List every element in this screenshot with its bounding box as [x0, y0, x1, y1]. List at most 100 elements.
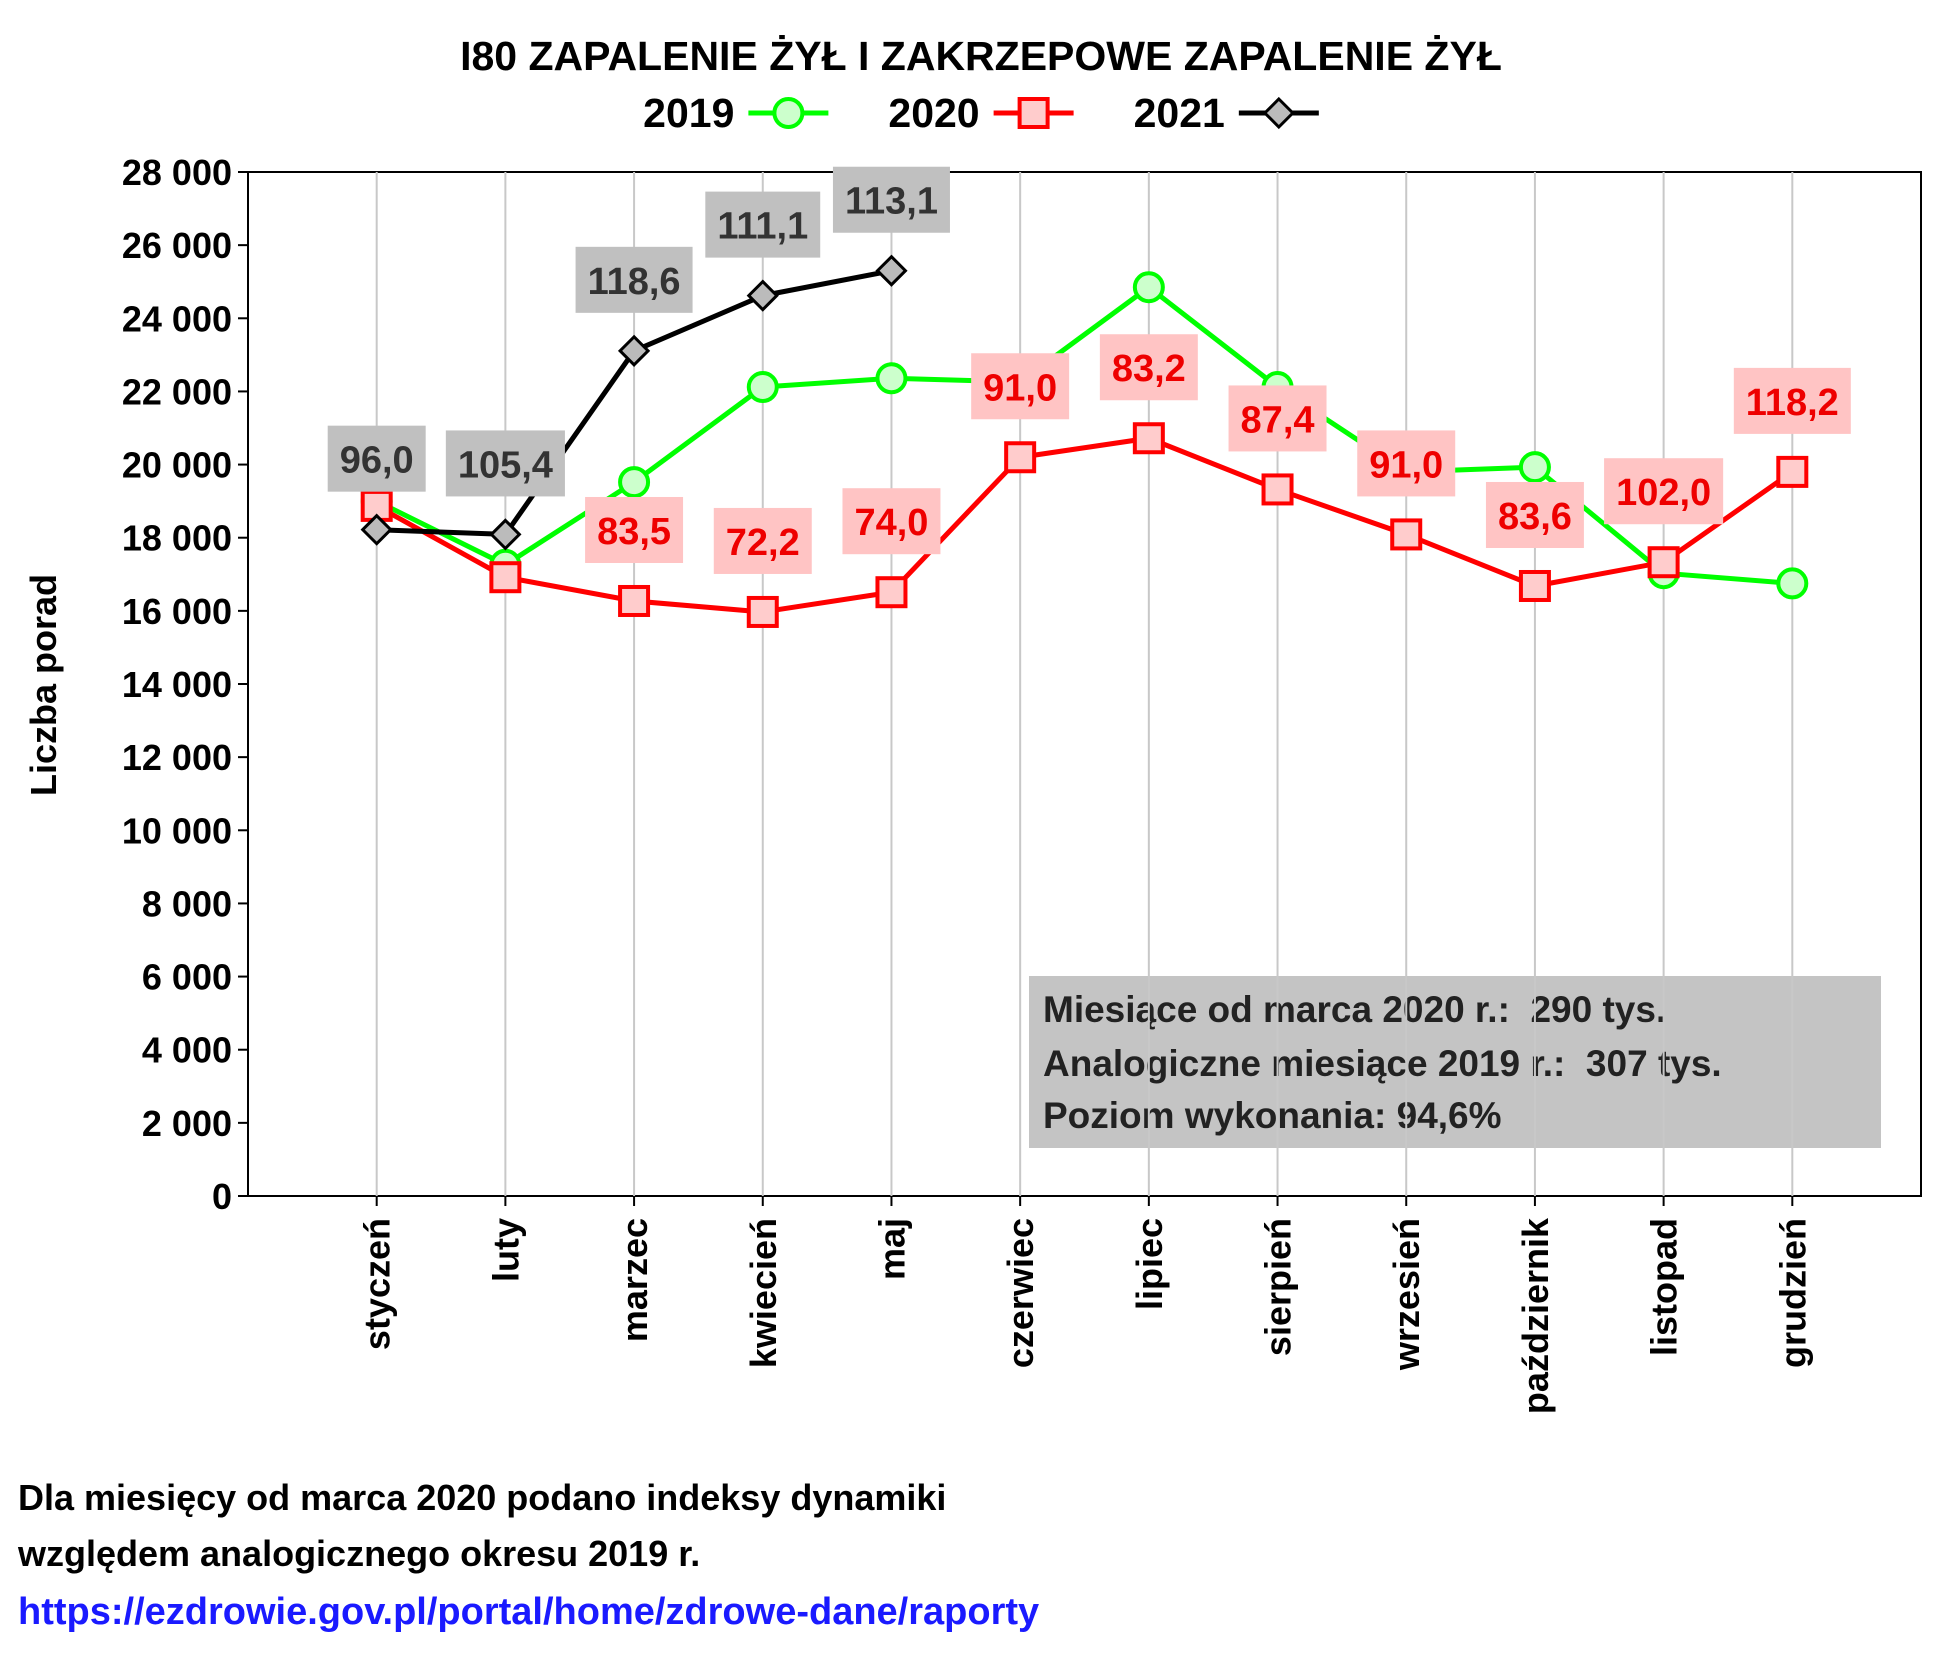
marker [618, 584, 651, 617]
x-tick-label: luty [485, 1218, 526, 1282]
marker [1390, 518, 1423, 551]
index-label-text: 118,6 [588, 261, 681, 303]
marker [1262, 96, 1295, 130]
marker [1647, 546, 1680, 579]
marker [360, 513, 393, 546]
index-label-box [327, 425, 426, 492]
y-tick-label: 18 000 [122, 518, 232, 559]
index-label-box [1604, 458, 1724, 525]
index-label-text: 72,2 [726, 522, 800, 564]
y-tick-label: 16 000 [122, 591, 232, 632]
x-tick-label: listopad [1644, 1218, 1685, 1356]
index-label: 102,0 [1604, 458, 1724, 525]
x-tick-label: marzec [614, 1218, 655, 1342]
summary-box [1029, 976, 1881, 1148]
index-label: 105,4 [445, 430, 565, 497]
index-label: 83,5 [585, 496, 684, 563]
index-label-box [1733, 367, 1851, 434]
chart-title: I80 ZAPALENIE ŻYŁ I ZAKRZEPOWE ZAPALENIE… [460, 33, 1502, 79]
index-label-box [575, 246, 693, 313]
marker [1518, 451, 1551, 484]
y-tick-label: 8 000 [142, 883, 232, 924]
marker [1132, 271, 1165, 304]
index-label-text: 113,1 [845, 181, 938, 223]
index-label-box [842, 488, 941, 555]
index-label: 113,1 [832, 166, 950, 233]
marker [1261, 473, 1294, 506]
summary-line: Miesiące od marca 2020 r.: 290 tys. [1043, 989, 1666, 1030]
footnote: względem analogicznego okresu 2019 r. [17, 1533, 700, 1574]
marker [875, 576, 908, 609]
legend-label: 2020 [888, 90, 979, 136]
y-tick-label: 6 000 [142, 957, 232, 998]
source-link[interactable]: https://ezdrowie.gov.pl/portal/home/zdro… [18, 1591, 1039, 1633]
x-tick-label: czerwiec [1000, 1218, 1041, 1368]
index-label: 118,6 [575, 246, 693, 313]
summary-line: Analogiczne miesiące 2019 r.: 307 tys. [1043, 1043, 1722, 1084]
marker [618, 466, 651, 499]
footnote: Dla miesięcy od marca 2020 podano indeks… [18, 1477, 946, 1518]
marker [772, 97, 805, 129]
index-label-box [1485, 481, 1584, 548]
index-label-text: 83,5 [597, 511, 671, 553]
x-tick-label: kwiecień [743, 1218, 784, 1368]
index-label: 83,6 [1485, 481, 1584, 548]
index-label-box [971, 353, 1070, 420]
marker [746, 371, 779, 404]
marker [746, 595, 779, 628]
y-tick-label: 2 000 [142, 1103, 232, 1144]
index-label: 96,0 [327, 425, 426, 492]
index-label-box [713, 507, 812, 574]
y-tick-label: 20 000 [122, 445, 232, 486]
x-tick-label: sierpień [1258, 1218, 1299, 1356]
marker [617, 334, 651, 367]
index-label: 91,0 [1357, 430, 1456, 497]
marker [746, 279, 779, 312]
summary-line: Poziom wykonania: 94,6% [1043, 1095, 1502, 1136]
x-tick-label: październik [1515, 1217, 1556, 1414]
marker [1017, 97, 1050, 129]
index-label: 74,0 [842, 488, 941, 555]
y-tick-label: 24 000 [122, 298, 232, 339]
x-tick-label: wrzesień [1386, 1218, 1427, 1371]
x-tick-label: grudzień [1772, 1218, 1813, 1368]
index-label-text: 87,4 [1241, 399, 1315, 441]
index-label-box [1099, 334, 1198, 401]
index-label-text: 83,2 [1112, 348, 1186, 390]
index-label: 91,0 [971, 353, 1070, 420]
index-label-box [585, 496, 684, 563]
index-label-box [1357, 430, 1456, 497]
x-tick-label: lipiec [1129, 1218, 1170, 1310]
y-tick-label: 14 000 [122, 664, 232, 705]
marker [875, 254, 908, 287]
marker [1518, 569, 1551, 602]
index-label-text: 83,6 [1498, 496, 1572, 538]
marker [489, 518, 522, 551]
marker [1776, 567, 1809, 600]
index-label-text: 118,2 [1746, 382, 1839, 424]
index-label: 118,2 [1733, 367, 1851, 434]
y-tick-label: 22 000 [122, 371, 232, 412]
index-label-text: 74,0 [854, 502, 928, 544]
index-label: 83,2 [1099, 334, 1198, 401]
index-label: 111,1 [705, 191, 821, 258]
index-label-text: 91,0 [1369, 444, 1443, 486]
index-label-text: 96,0 [340, 440, 414, 482]
index-label-box [832, 166, 950, 233]
y-tick-label: 10 000 [122, 810, 232, 851]
legend-label: 2021 [1134, 90, 1225, 136]
y-tick-label: 12 000 [122, 737, 232, 778]
legend: 2019 2020 2021 [643, 90, 1319, 136]
index-label-text: 91,0 [983, 367, 1057, 409]
series-line [375, 435, 1794, 615]
marker [1776, 455, 1809, 488]
y-tick-label: 0 [212, 1176, 232, 1217]
y-tick-label: 26 000 [122, 225, 232, 266]
y-tick-label: 28 000 [122, 152, 232, 193]
index-label-text: 102,0 [1616, 472, 1711, 514]
marker [1132, 422, 1165, 455]
y-tick-label: 4 000 [142, 1030, 232, 1071]
legend-label: 2019 [643, 90, 734, 136]
